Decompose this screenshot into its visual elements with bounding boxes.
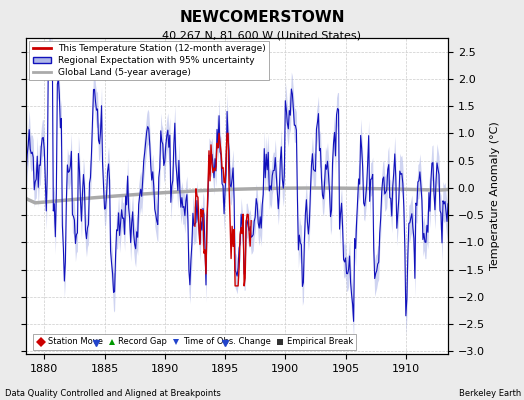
Y-axis label: Temperature Anomaly (°C): Temperature Anomaly (°C) [490, 122, 500, 270]
Text: NEWCOMERSTOWN: NEWCOMERSTOWN [179, 10, 345, 25]
Text: Berkeley Earth: Berkeley Earth [459, 389, 521, 398]
Text: 40.267 N, 81.600 W (United States): 40.267 N, 81.600 W (United States) [162, 30, 362, 40]
Legend: Station Move, Record Gap, Time of Obs. Change, Empirical Break: Station Move, Record Gap, Time of Obs. C… [34, 334, 356, 350]
Text: Data Quality Controlled and Aligned at Breakpoints: Data Quality Controlled and Aligned at B… [5, 389, 221, 398]
